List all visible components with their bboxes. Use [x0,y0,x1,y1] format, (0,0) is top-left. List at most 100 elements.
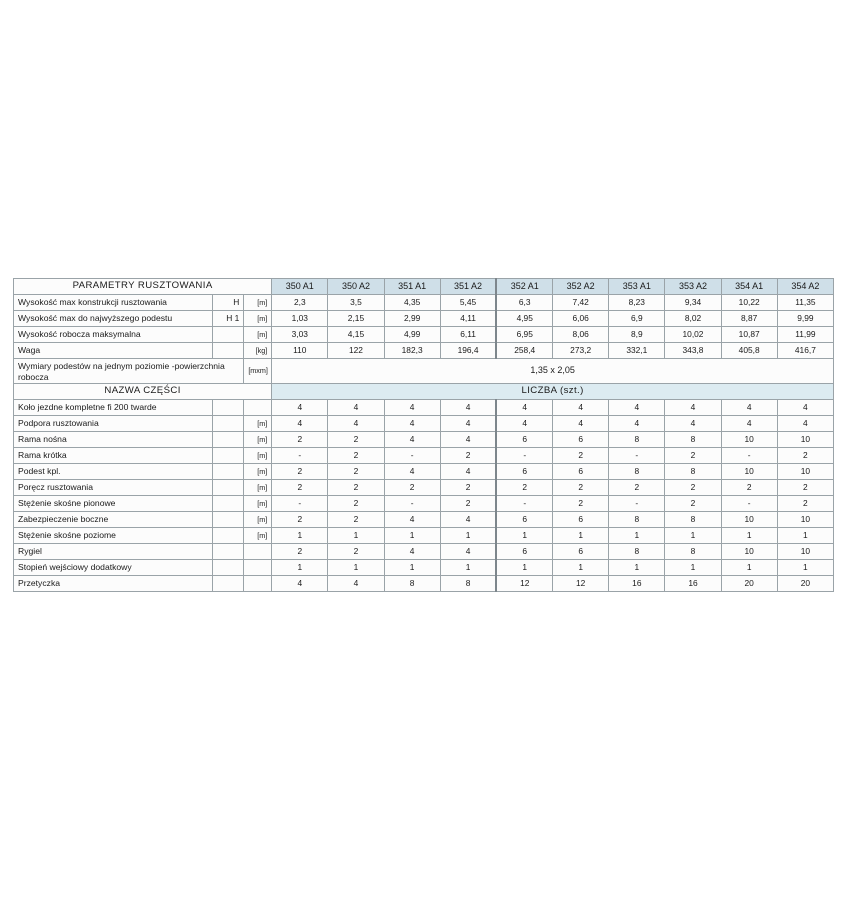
part-symbol-placeholder [212,447,245,464]
param-value: 6,3 [495,294,554,311]
param-value: 8,23 [608,294,666,311]
part-quantity: 4 [383,415,441,432]
part-quantity: 4 [383,543,441,560]
part-quantity: 8 [608,543,666,560]
param-row: Wysokość max do najwyższego podestu H 1 [m… [12,310,835,327]
part-symbol-placeholder [212,527,245,544]
part-quantity: 6 [552,463,610,480]
part-quantity: 2 [327,463,385,480]
param-value: 6,9 [608,310,666,327]
part-quantity: 1 [552,527,610,544]
part-quantity: 4 [720,399,778,416]
scaffolding-spec-table-container: PARAMETRY RUSZTOWANIA 350 A1 350 A2 351 A1 3… [12,278,835,592]
part-quantity: 4 [664,399,722,416]
part-quantity: 4 [495,399,554,416]
param-symbol: H 1 [212,310,245,327]
part-quantity: 8 [608,463,666,480]
part-quantity: 1 [327,527,385,544]
part-quantity: - [608,447,666,464]
part-quantity: 1 [495,527,554,544]
part-quantity: 4 [383,511,441,528]
part-quantity: 10 [776,463,835,480]
param-name: Wysokość max konstrukcji rusztowania [12,294,214,311]
part-quantity: 6 [552,511,610,528]
part-row: Stopień wejściowy dodatkowy310.121111111… [12,559,835,576]
param-unit: [m] [243,294,273,311]
param-value: 182,3 [383,342,441,359]
part-quantity: 6 [495,431,554,448]
part-name: Rygiel [12,543,214,560]
part-row: Podest kpl.2,05x0,65[m]310.0422446688101… [12,463,835,480]
part-quantity: 4 [327,399,385,416]
part-quantity: - [720,447,778,464]
param-unit: [m] [243,326,273,343]
part-quantity: 4 [608,399,666,416]
part-name: Rama krótka [12,447,214,464]
part-quantity: 6 [552,543,610,560]
part-quantity: 4 [439,431,497,448]
part-name: Przetyczka [12,575,214,592]
part-quantity: 2 [495,479,554,496]
part-quantity: 8 [664,543,722,560]
param-value: 4,35 [383,294,441,311]
part-quantity: 4 [327,415,385,432]
part-quantity: 1 [327,559,385,576]
parts-header-row: NAZWA CZĘŚCINr kat.LICZBA (szt.) [12,383,834,400]
param-row: Waga [kg] 110 122 182,3 196,4 258,4 273,2 332,1 3… [12,342,835,359]
part-quantity: 8 [608,431,666,448]
part-symbol-placeholder [212,463,245,480]
part-symbol-placeholder [212,431,245,448]
part-unit [243,575,273,592]
part-quantity: 4 [608,415,666,432]
param-value: 4,99 [383,326,441,343]
part-quantity: 4 [271,415,329,432]
column-header-354-a2: 354 A2 [776,278,835,295]
part-quantity: 12 [495,575,554,592]
part-symbol-placeholder [212,495,245,512]
part-quantity: - [271,495,329,512]
part-quantity: 1 [720,559,778,576]
part-name: Stężenie skośne poziome [12,527,214,544]
param-value: 2,99 [383,310,441,327]
column-header-352-a1: 352 A1 [495,278,554,295]
part-quantity: 8 [664,511,722,528]
param-value: 11,99 [776,326,835,343]
platform-dimensions-label: Wymiary podestów na jednym poziomie -pow… [12,358,245,384]
platform-dimensions-value: 1,35 x 2,05 [271,358,834,384]
part-name: Podest kpl. [12,463,214,480]
part-quantity: 2 [776,479,835,496]
param-symbol: H [212,294,245,311]
param-value: 110 [271,342,329,359]
part-row: Podpora rusztowania2,14x0,1[m]310.024444… [12,415,835,432]
part-quantity: 4 [552,415,610,432]
column-header-353-a2: 353 A2 [664,278,722,295]
part-quantity: 10 [776,431,835,448]
part-quantity: 2 [439,495,497,512]
part-quantity: 4 [439,543,497,560]
part-quantity: 2 [327,543,385,560]
param-symbol [212,326,245,343]
part-quantity: 10 [776,511,835,528]
part-quantity: 4 [495,415,554,432]
quantity-banner-title: LICZBA (szt.) [271,383,834,400]
part-unit: [m] [243,447,273,464]
column-header-352-a2: 352 A2 [552,278,610,295]
part-row: Koło jezdne kompletne fi 200 twarde310.0… [12,399,835,416]
param-value: 2,15 [327,310,385,327]
part-quantity: - [720,495,778,512]
param-value: 8,9 [608,326,666,343]
part-symbol-placeholder [212,511,245,528]
part-symbol-placeholder [212,399,245,416]
part-name: Poręcz rusztowania [12,479,214,496]
param-value: 258,4 [495,342,554,359]
part-quantity: 2 [552,479,610,496]
part-row: Rygiel350.06224466881010 [12,543,835,560]
part-quantity: 1 [495,559,554,576]
part-quantity: 1 [552,559,610,576]
param-value: 3,03 [271,326,329,343]
part-quantity: 1 [720,527,778,544]
column-header-354-a1: 354 A1 [720,278,778,295]
part-quantity: - [383,495,441,512]
part-quantity: 4 [776,399,835,416]
part-quantity: 2 [720,479,778,496]
